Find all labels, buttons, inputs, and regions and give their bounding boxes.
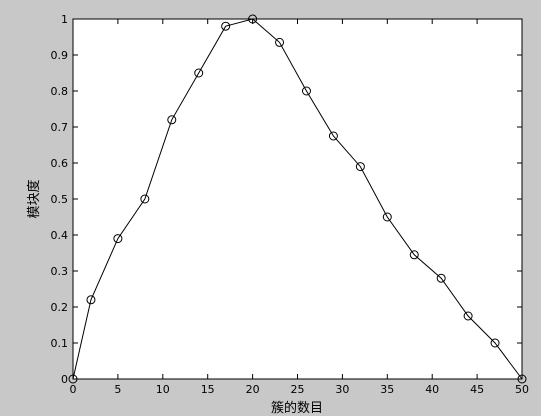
x-axis-label: 簇的数目 xyxy=(271,400,323,416)
x-tick-label: 35 xyxy=(380,383,394,396)
y-tick-label: 0 xyxy=(61,373,68,386)
data-point xyxy=(301,86,311,96)
x-tick-label: 20 xyxy=(246,383,260,396)
data-point xyxy=(355,162,365,172)
y-tick-label: 1 xyxy=(61,13,68,26)
plot-area xyxy=(73,19,522,379)
x-tick-label: 15 xyxy=(201,383,215,396)
x-tick-label: 30 xyxy=(335,383,349,396)
data-point xyxy=(382,212,392,222)
x-tick-label: 0 xyxy=(70,383,77,396)
y-tick-label: 0.9 xyxy=(51,49,69,62)
y-tick-label: 0.2 xyxy=(51,301,69,314)
data-point xyxy=(490,338,500,348)
data-point xyxy=(328,131,338,141)
x-tick-label: 45 xyxy=(470,383,484,396)
x-tick-label: 25 xyxy=(291,383,305,396)
data-point xyxy=(194,68,204,78)
data-point xyxy=(409,250,419,260)
plot-frame xyxy=(72,18,523,380)
data-point xyxy=(167,115,177,125)
y-tick-label: 0.7 xyxy=(51,121,69,134)
x-tick-label: 5 xyxy=(114,383,121,396)
y-tick-label: 0.6 xyxy=(51,157,69,170)
x-tick-label: 40 xyxy=(425,383,439,396)
data-point xyxy=(463,311,473,321)
data-point xyxy=(436,273,446,283)
data-point xyxy=(275,37,285,47)
data-point xyxy=(221,21,231,31)
y-tick-label: 0.5 xyxy=(51,193,69,206)
data-point xyxy=(86,295,96,305)
y-tick-label: 0.8 xyxy=(51,85,69,98)
y-tick-label: 0.1 xyxy=(51,337,69,350)
ticks-layer: 0 5 10 15 20 25 30 35 40 45 50 0 0.1 0.2 0.3 0.4 0.5 0.6 0… xyxy=(51,13,530,396)
data-point xyxy=(113,234,123,244)
x-tick-label: 50 xyxy=(515,383,529,396)
data-point xyxy=(140,194,150,204)
y-axis-label: 模块度 xyxy=(26,179,42,218)
y-tick-label: 0.4 xyxy=(51,229,69,242)
series-line xyxy=(72,18,523,380)
y-tick-label: 0.3 xyxy=(51,265,69,278)
x-tick-label: 10 xyxy=(156,383,170,396)
